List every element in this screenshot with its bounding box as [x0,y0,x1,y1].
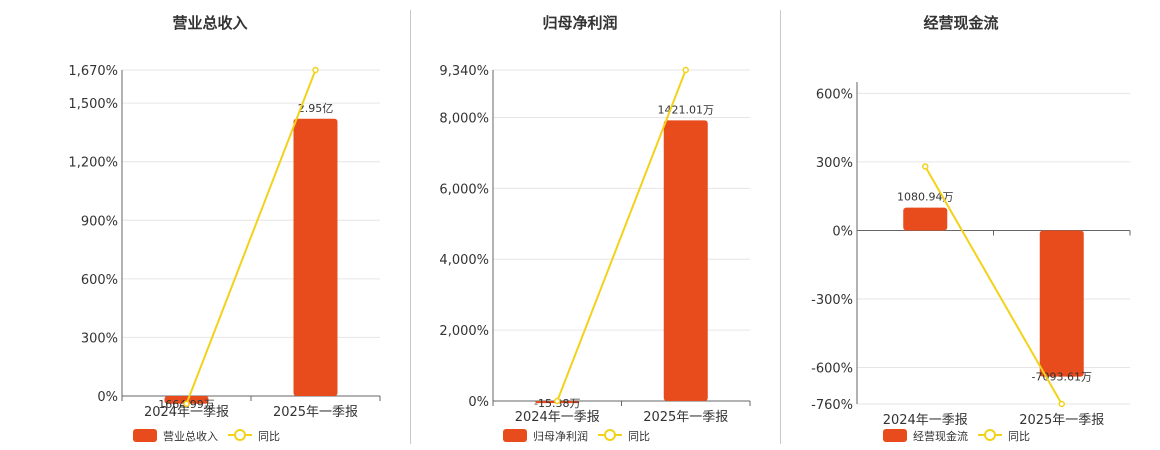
legend-bar-swatch [133,429,157,442]
legend-line-marker [984,429,996,441]
bar [663,120,708,402]
y-tick-label: -760% [811,398,853,413]
bar-data-label: 1080.94万 [897,191,954,204]
y-tick-label: 0% [468,395,489,410]
divider [780,10,781,444]
bar-data-label: -7093.61万 [1032,371,1092,384]
x-category-label: 2024年一季报 [883,413,968,428]
yoy-line [556,69,687,402]
bar [293,118,338,396]
bar-data-label: 2.95亿 [298,102,334,115]
y-tick-label: 1,500% [68,97,118,112]
chart-title: 归母净利润 [542,14,617,32]
yoy-line [924,165,1063,405]
legend-label: 营业总收入 [163,429,218,443]
yoy-point [1058,400,1065,408]
legend-label: 同比 [258,430,280,443]
x-category-label: 2025年一季报 [643,410,728,425]
legend-label: 同比 [628,430,650,443]
bar [1039,230,1084,377]
legend-line-marker [604,429,616,441]
y-tick-label: 900% [81,214,118,229]
bar [903,207,948,231]
y-tick-label: -300% [811,293,853,308]
y-tick-label: 6,000% [439,182,489,197]
y-tick-label: 300% [816,156,853,171]
yoy-point [183,400,190,408]
chart-panel-cash-flow: 经营现金流 -760% -600% -300% 0% 300% 600% 2024年一季报 20… [781,0,1160,450]
y-tick-label: 1,200% [68,156,118,171]
y-tick-label: 600% [816,87,853,102]
yoy-line [185,69,317,405]
chart-title: 营业总收入 [172,14,247,32]
y-tick-label: -600% [811,361,853,376]
y-tick-label: 600% [81,273,118,288]
y-tick-label: 300% [81,331,118,346]
yoy-point [312,66,319,74]
x-category-label: 2025年一季报 [1019,413,1104,428]
legend-label: 归母净利润 [533,429,588,443]
chart-net-profit: 归母净利润 0% 2,000% 4,000% 6,000% 8,000% 9,340% 202… [439,14,751,443]
yoy-point [682,66,689,74]
legend-bar-swatch [883,429,907,442]
yoy-point [922,163,929,170]
legend-label: 经营现金流 [913,429,968,443]
chart-cash-flow: 经营现金流 -760% -600% -300% 0% 300% 600% 2024年一季报 20… [811,14,1131,443]
x-category-label: 2024年一季报 [144,405,229,420]
legend-label: 同比 [1008,430,1030,443]
divider [410,10,411,444]
yoy-point [554,397,561,405]
y-tick-label: 0% [832,224,853,239]
chart-panel-net-profit: 归母净利润 0% 2,000% 4,000% 6,000% 8,000% 9,340% 202… [411,0,780,450]
y-tick-label: 8,000% [439,111,489,126]
legend-bar-swatch [503,429,527,442]
x-category-label: 2024年一季报 [515,410,600,425]
y-tick-label: 1,670% [68,64,118,79]
bar-data-label: 1421.01万 [658,103,715,116]
y-tick-label: 4,000% [439,253,489,268]
bar [164,396,209,404]
y-tick-label: 9,340% [439,64,489,79]
chart-panel-revenue: 营业总收入 0% 300% 600% 900% 1,200% 1,500% 1,670% 202… [0,0,410,450]
chart-revenue: 营业总收入 0% 300% 600% 900% 1,200% 1,500% 1,670% 202… [68,14,381,443]
legend-line-marker [234,429,246,441]
y-tick-label: 0% [97,390,118,405]
x-category-label: 2025年一季报 [273,405,358,420]
chart-title: 经营现金流 [923,14,998,32]
y-tick-label: 2,000% [439,324,489,339]
